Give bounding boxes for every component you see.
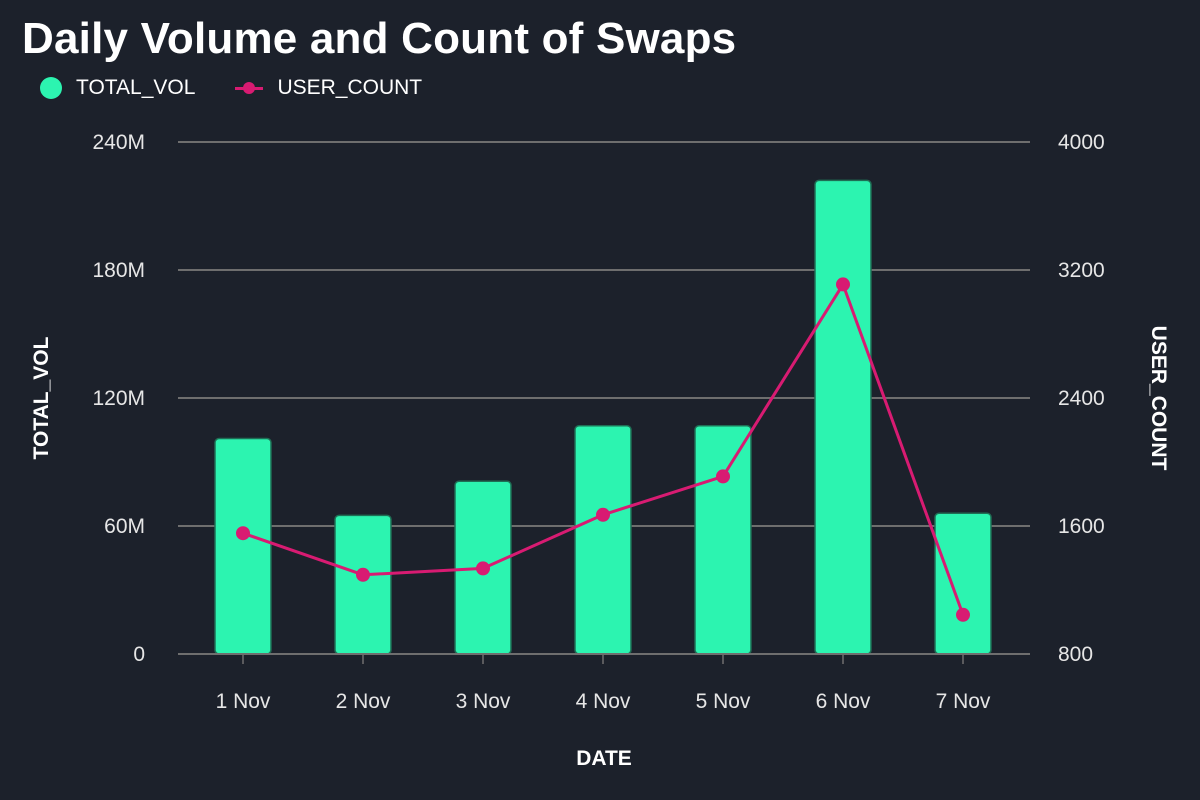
y-tick-label-right: 1600 <box>1058 515 1105 538</box>
y-tick-label-left: 240M <box>92 131 145 154</box>
bar-total-vol <box>334 514 392 655</box>
x-tick-label: 6 Nov <box>816 690 871 713</box>
y-tick-label-left: 120M <box>92 387 145 410</box>
legend-label-user-count: USER_COUNT <box>277 76 423 99</box>
y-tick-label-left: 0 <box>133 643 145 666</box>
y-tick-label-right: 3200 <box>1058 259 1105 282</box>
point-user-count <box>236 526 250 541</box>
y-axis-title-left: TOTAL_VOL <box>30 336 53 459</box>
x-tick-label: 4 Nov <box>576 690 631 713</box>
bar-total-vol <box>214 437 272 655</box>
y-tick-label-left: 180M <box>92 259 145 282</box>
x-tick-label: 1 Nov <box>216 690 271 713</box>
legend-label-total-vol: TOTAL_VOL <box>76 76 196 99</box>
legend-item-total-vol[interactable]: TOTAL_VOL <box>40 76 195 100</box>
y-tick-label-left: 60M <box>104 515 145 538</box>
point-user-count <box>476 561 490 576</box>
x-axis-title: DATE <box>576 747 632 770</box>
bar-total-vol <box>574 424 632 655</box>
x-tick-label: 5 Nov <box>696 690 751 713</box>
y-tick-label-right: 800 <box>1058 643 1093 666</box>
bar-total-vol <box>694 424 752 655</box>
y-tick-label-right: 4000 <box>1058 131 1105 154</box>
legend-marker-user-count <box>235 77 264 99</box>
bar-total-vol <box>814 179 872 655</box>
bar-total-vol <box>934 512 992 655</box>
y-tick-label-right: 2400 <box>1058 387 1105 410</box>
point-user-count <box>836 277 850 292</box>
point-user-count <box>956 607 970 622</box>
legend-item-user-count[interactable]: USER_COUNT <box>235 76 422 100</box>
legend: TOTAL_VOL USER_COUNT <box>40 76 422 100</box>
chart-title: Daily Volume and Count of Swaps <box>22 14 737 63</box>
legend-marker-total-vol <box>40 77 62 99</box>
point-user-count <box>596 507 610 522</box>
x-tick-label: 3 Nov <box>456 690 511 713</box>
x-tick-label: 7 Nov <box>936 690 991 713</box>
point-user-count <box>356 567 370 582</box>
x-tick-label: 2 Nov <box>336 690 391 713</box>
y-axis-title-right: USER_COUNT <box>1147 326 1170 471</box>
point-user-count <box>716 469 730 484</box>
